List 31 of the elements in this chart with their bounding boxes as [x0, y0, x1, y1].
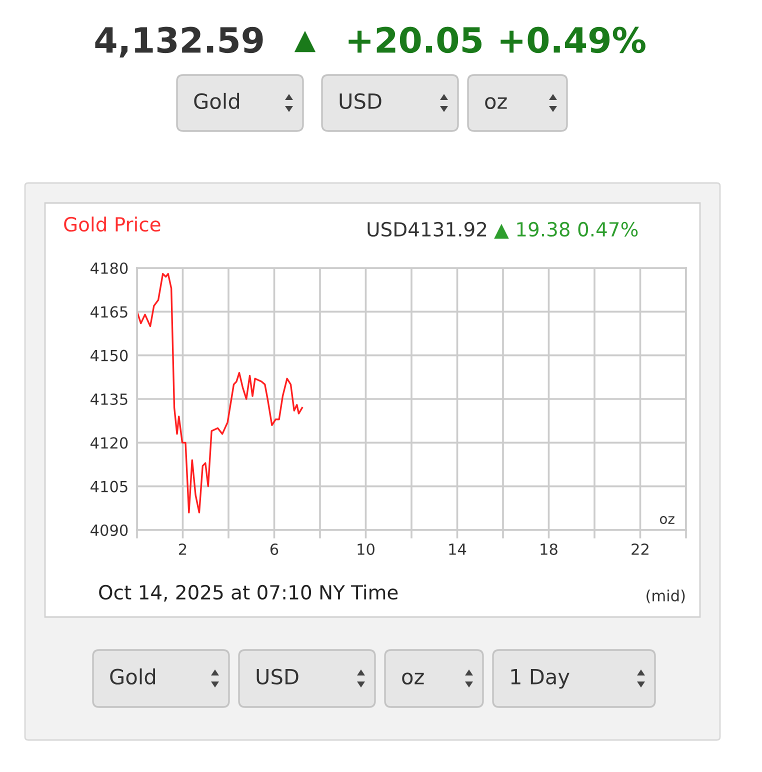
annotation: oz	[660, 516, 674, 524]
text: Gold	[194, 92, 240, 110]
text: (mid)	[646, 590, 685, 604]
text: oz	[402, 672, 424, 685]
text: +20.05	[348, 26, 482, 54]
y-tick-label: 4165	[90, 306, 128, 318]
text: 4,132.59	[95, 26, 263, 58]
chart-subtitle: USD4131.92	[368, 222, 486, 237]
x-tick-label: 18	[540, 543, 558, 556]
x-tick-label: 6	[270, 543, 278, 556]
text: USD	[340, 93, 382, 110]
y-tick-label: 4150	[90, 350, 128, 362]
x-tick-label: 2	[179, 543, 186, 555]
text: +0.49%	[500, 26, 646, 54]
line-series	[137, 272, 303, 514]
text: USD	[256, 668, 298, 685]
x-tick-label: 10	[358, 543, 374, 556]
text: ▲	[294, 30, 316, 52]
text: oz	[485, 97, 507, 110]
x-tick-label: 22	[632, 543, 648, 555]
text: ▲ 19.38 0.47%	[494, 222, 638, 239]
y-tick-label: 4120	[90, 437, 128, 449]
text: Gold	[110, 668, 156, 685]
y-tick-label: 4180	[90, 262, 128, 274]
x-tick-label: 14	[449, 544, 466, 555]
text: 1 Day	[511, 669, 570, 689]
y-tick-label: 4090	[90, 524, 128, 536]
text: Oct 14, 2025 at 07:10 NY Time	[99, 584, 398, 602]
chart-title: Gold Price	[64, 216, 160, 232]
y-tick-label: 4135	[90, 393, 128, 406]
y-tick-label: 4105	[90, 480, 128, 492]
